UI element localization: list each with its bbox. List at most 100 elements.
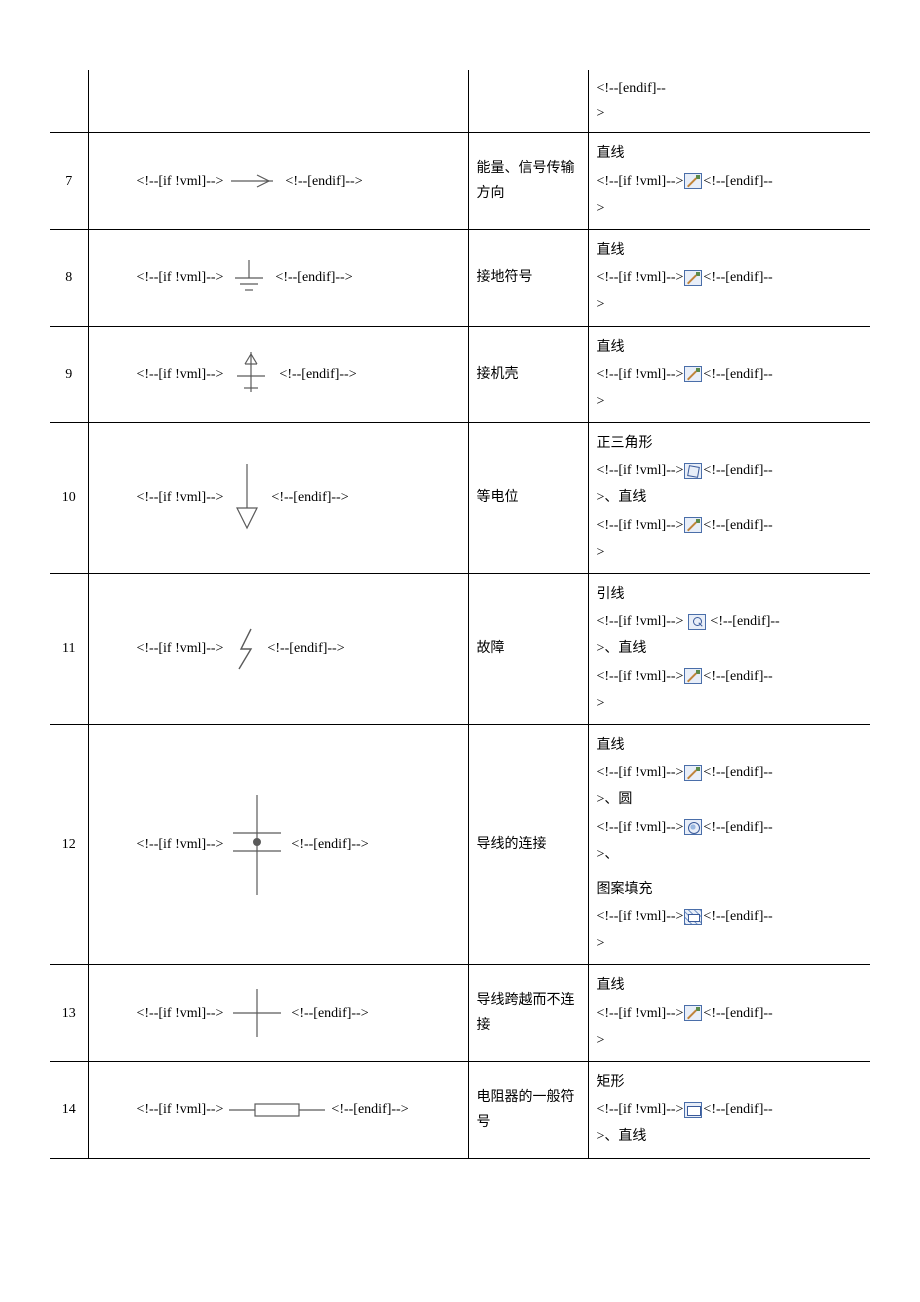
tools-cell: 直线 <!--[if !vml]--><!--[endif]-- >、圆 <!-… xyxy=(588,724,870,965)
table-row: 9 <!--[if !vml]--> <!--[endif]--> 接机壳 直线… xyxy=(50,326,870,423)
row-number: 7 xyxy=(50,133,88,230)
page: <!--[endif]-- > 7 <!--[if !vml]--> <!--[… xyxy=(0,0,920,1249)
tag-gt: > xyxy=(597,936,605,951)
vml-open-tag: <!--[if !vml]--> xyxy=(597,614,684,629)
vml-close-tag: <!--[endif]--> xyxy=(291,832,368,857)
joiner: 、 xyxy=(604,847,618,862)
ground-symbol-icon xyxy=(227,258,271,298)
line-tool-icon xyxy=(684,270,702,286)
circle-tool-icon xyxy=(684,819,702,835)
tools-cell: 直线 <!--[if !vml]--> <!--[endif]-- > xyxy=(588,326,870,423)
tag-close: <!--[endif]-- xyxy=(597,81,666,96)
row-number: 13 xyxy=(50,965,88,1062)
tool-label: 正三角形 xyxy=(597,436,653,451)
tools-cell: 正三角形 <!--[if !vml]--><!--[endif]-- >、直线 … xyxy=(588,423,870,574)
row-number: 12 xyxy=(50,724,88,965)
symbol-cell: <!--[if !vml]--> <!--[endif]--> xyxy=(88,1062,468,1159)
tool-label: 直线 xyxy=(597,146,625,161)
tools-cell: 直线 <!--[if !vml]--><!--[endif]-- > xyxy=(588,965,870,1062)
vml-close-tag: <!--[endif]-- xyxy=(703,765,772,780)
vml-open-tag: <!--[if !vml]--> xyxy=(597,1006,684,1021)
table-row: 14 <!--[if !vml]--> <!--[endif]--> 电阻器的一… xyxy=(50,1062,870,1159)
joiner: 、直线 xyxy=(604,1129,646,1144)
tag-gt: > xyxy=(597,297,605,312)
vml-open-tag: <!--[if !vml]--> xyxy=(137,1001,224,1026)
row-number: 14 xyxy=(50,1062,88,1159)
tool-label: 直线 xyxy=(597,978,625,993)
chassis-ground-symbol-icon xyxy=(227,350,275,398)
tools-cell: 直线 <!--[if !vml]--><!--[endif]-- > xyxy=(588,133,870,230)
vml-close-tag: <!--[endif]-- xyxy=(703,1102,772,1117)
vml-close-tag: <!--[endif]-- xyxy=(703,367,772,382)
vml-close-tag: <!--[endif]--> xyxy=(267,636,344,661)
description-cell: 故障 xyxy=(468,574,588,725)
tools-cell: 直线 <!--[if !vml]--><!--[endif]-- > xyxy=(588,229,870,326)
rect-tool-icon xyxy=(684,1102,702,1118)
line-tool-icon xyxy=(684,517,702,533)
line-tool-icon xyxy=(684,765,702,781)
joiner: 、 xyxy=(604,792,618,807)
table-row: 7 <!--[if !vml]--> <!--[endif]--> 能量、信号传… xyxy=(50,133,870,230)
table-row: 8 <!--[if !vml]--> <!--[endif]--> 接地符号 直… xyxy=(50,229,870,326)
row-number: 9 xyxy=(50,326,88,423)
vml-open-tag: <!--[if !vml]--> xyxy=(597,765,684,780)
vml-open-tag: <!--[if !vml]--> xyxy=(597,174,684,189)
description-cell: 接机壳 xyxy=(468,326,588,423)
vml-open-tag: <!--[if !vml]--> xyxy=(597,367,684,382)
vml-open-tag: <!--[if !vml]--> xyxy=(137,636,224,661)
tool-label: 直线 xyxy=(597,340,625,355)
symbol-cell: <!--[if !vml]--> <!--[endif]--> xyxy=(88,423,468,574)
description-cell: 电阻器的一般符号 xyxy=(468,1062,588,1159)
vml-close-tag: <!--[endif]-- xyxy=(703,518,772,533)
vml-close-tag: <!--[endif]-- xyxy=(703,669,772,684)
arrow-symbol-icon xyxy=(227,171,281,191)
vml-close-tag: <!--[endif]--> xyxy=(285,169,362,194)
vml-close-tag: <!--[endif]-- xyxy=(703,270,772,285)
wire-junction-symbol-icon xyxy=(227,791,287,899)
tool-label: 引线 xyxy=(597,587,625,602)
tool-label: 直线 xyxy=(597,243,625,258)
row-number: 11 xyxy=(50,574,88,725)
joiner: 、直线 xyxy=(604,490,646,505)
tools-cell: 引线 <!--[if !vml]--> <!--[endif]-- >、直线 <… xyxy=(588,574,870,725)
description-cell: 导线的连接 xyxy=(468,724,588,965)
tag-gt: > xyxy=(597,394,605,409)
vml-open-tag: <!--[if !vml]--> xyxy=(597,820,684,835)
resistor-symbol-icon xyxy=(227,1098,327,1122)
line-tool-icon xyxy=(684,668,702,684)
description-cell: 能量、信号传输方向 xyxy=(468,133,588,230)
tag-gt: > xyxy=(597,545,605,560)
tool-label: 矩形 xyxy=(597,1075,625,1090)
vml-open-tag: <!--[if !vml]--> xyxy=(137,832,224,857)
vml-open-tag: <!--[if !vml]--> xyxy=(597,518,684,533)
symbol-cell: <!--[if !vml]--> <!--[endif]--> xyxy=(88,133,468,230)
line-tool-icon xyxy=(684,366,702,382)
tag-gt: > xyxy=(597,201,605,216)
symbol-table: <!--[endif]-- > 7 <!--[if !vml]--> <!--[… xyxy=(50,70,870,1159)
vml-open-tag: <!--[if !vml]--> xyxy=(137,265,224,290)
table-row: 13 <!--[if !vml]--> <!--[endif]--> 导线跨越而… xyxy=(50,965,870,1062)
vml-open-tag: <!--[if !vml]--> xyxy=(137,169,224,194)
table-row: 10 <!--[if !vml]--> <!--[endif]--> 等电位 正… xyxy=(50,423,870,574)
vml-open-tag: <!--[if !vml]--> xyxy=(597,909,684,924)
vml-close-tag: <!--[endif]--> xyxy=(291,1001,368,1026)
tool-label: 图案填充 xyxy=(597,882,653,897)
vml-close-tag: <!--[endif]--> xyxy=(279,362,356,387)
symbol-cell: <!--[if !vml]--> <!--[endif]--> xyxy=(88,229,468,326)
vml-close-tag: <!--[endif]-- xyxy=(703,820,772,835)
cell-tool-partial: <!--[endif]-- > xyxy=(588,70,870,133)
tool-label: 圆 xyxy=(618,792,632,807)
vml-open-tag: <!--[if !vml]--> xyxy=(597,463,684,478)
vml-open-tag: <!--[if !vml]--> xyxy=(597,669,684,684)
vml-close-tag: <!--[endif]-- xyxy=(710,614,779,629)
table-row-partial: <!--[endif]-- > xyxy=(50,70,870,133)
hatch-tool-icon xyxy=(684,909,702,925)
equipotential-symbol-icon xyxy=(227,462,267,534)
table-row: 11 <!--[if !vml]--> <!--[endif]--> 故障 引线… xyxy=(50,574,870,725)
vml-close-tag: <!--[endif]-- xyxy=(703,909,772,924)
cell-empty xyxy=(468,70,588,133)
symbol-cell: <!--[if !vml]--> <!--[endif]--> xyxy=(88,724,468,965)
joiner: 、直线 xyxy=(604,641,646,656)
vml-close-tag: <!--[endif]--> xyxy=(271,485,348,510)
line-tool-icon xyxy=(684,1005,702,1021)
